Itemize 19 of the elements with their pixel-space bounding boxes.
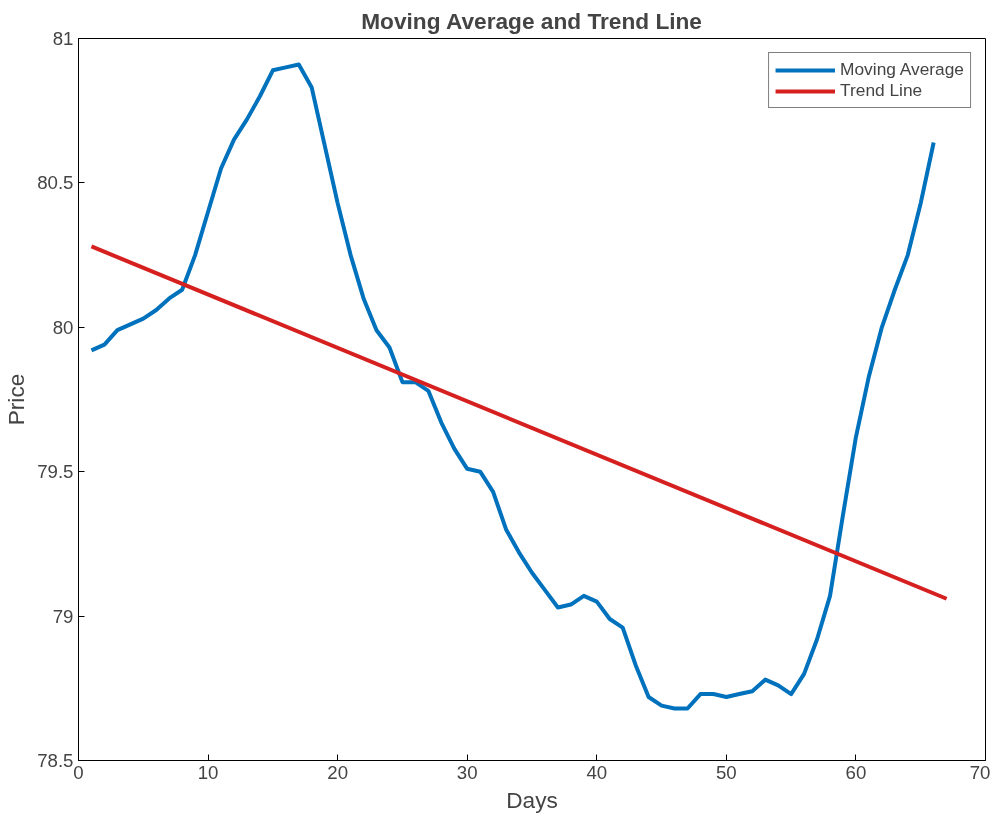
x-tick-label: 40	[586, 761, 608, 783]
y-tick-label: 80	[52, 316, 74, 338]
x-tick-label: 30	[456, 761, 478, 783]
legend-label: Trend Line	[840, 80, 923, 101]
y-axis-title: Price	[3, 373, 30, 426]
y-tick-label: 81	[52, 28, 74, 49]
y-tick-label: 79.5	[37, 461, 74, 483]
x-tick-label: 50	[715, 761, 737, 783]
x-tick-label: 60	[845, 761, 867, 783]
x-tick-label: 0	[73, 761, 84, 783]
x-tick-label: 20	[327, 761, 349, 783]
y-tick-label: 80.5	[37, 172, 74, 194]
y-tick-label: 78.5	[37, 750, 74, 771]
x-tick-label: 70	[969, 761, 991, 783]
x-axis-title: Days	[506, 786, 558, 813]
legend-label: Moving Average	[840, 59, 964, 80]
x-tick-label: 10	[197, 761, 219, 783]
y-tick-label: 79	[52, 605, 74, 627]
chart-title: Moving Average and Trend Line	[361, 7, 702, 34]
